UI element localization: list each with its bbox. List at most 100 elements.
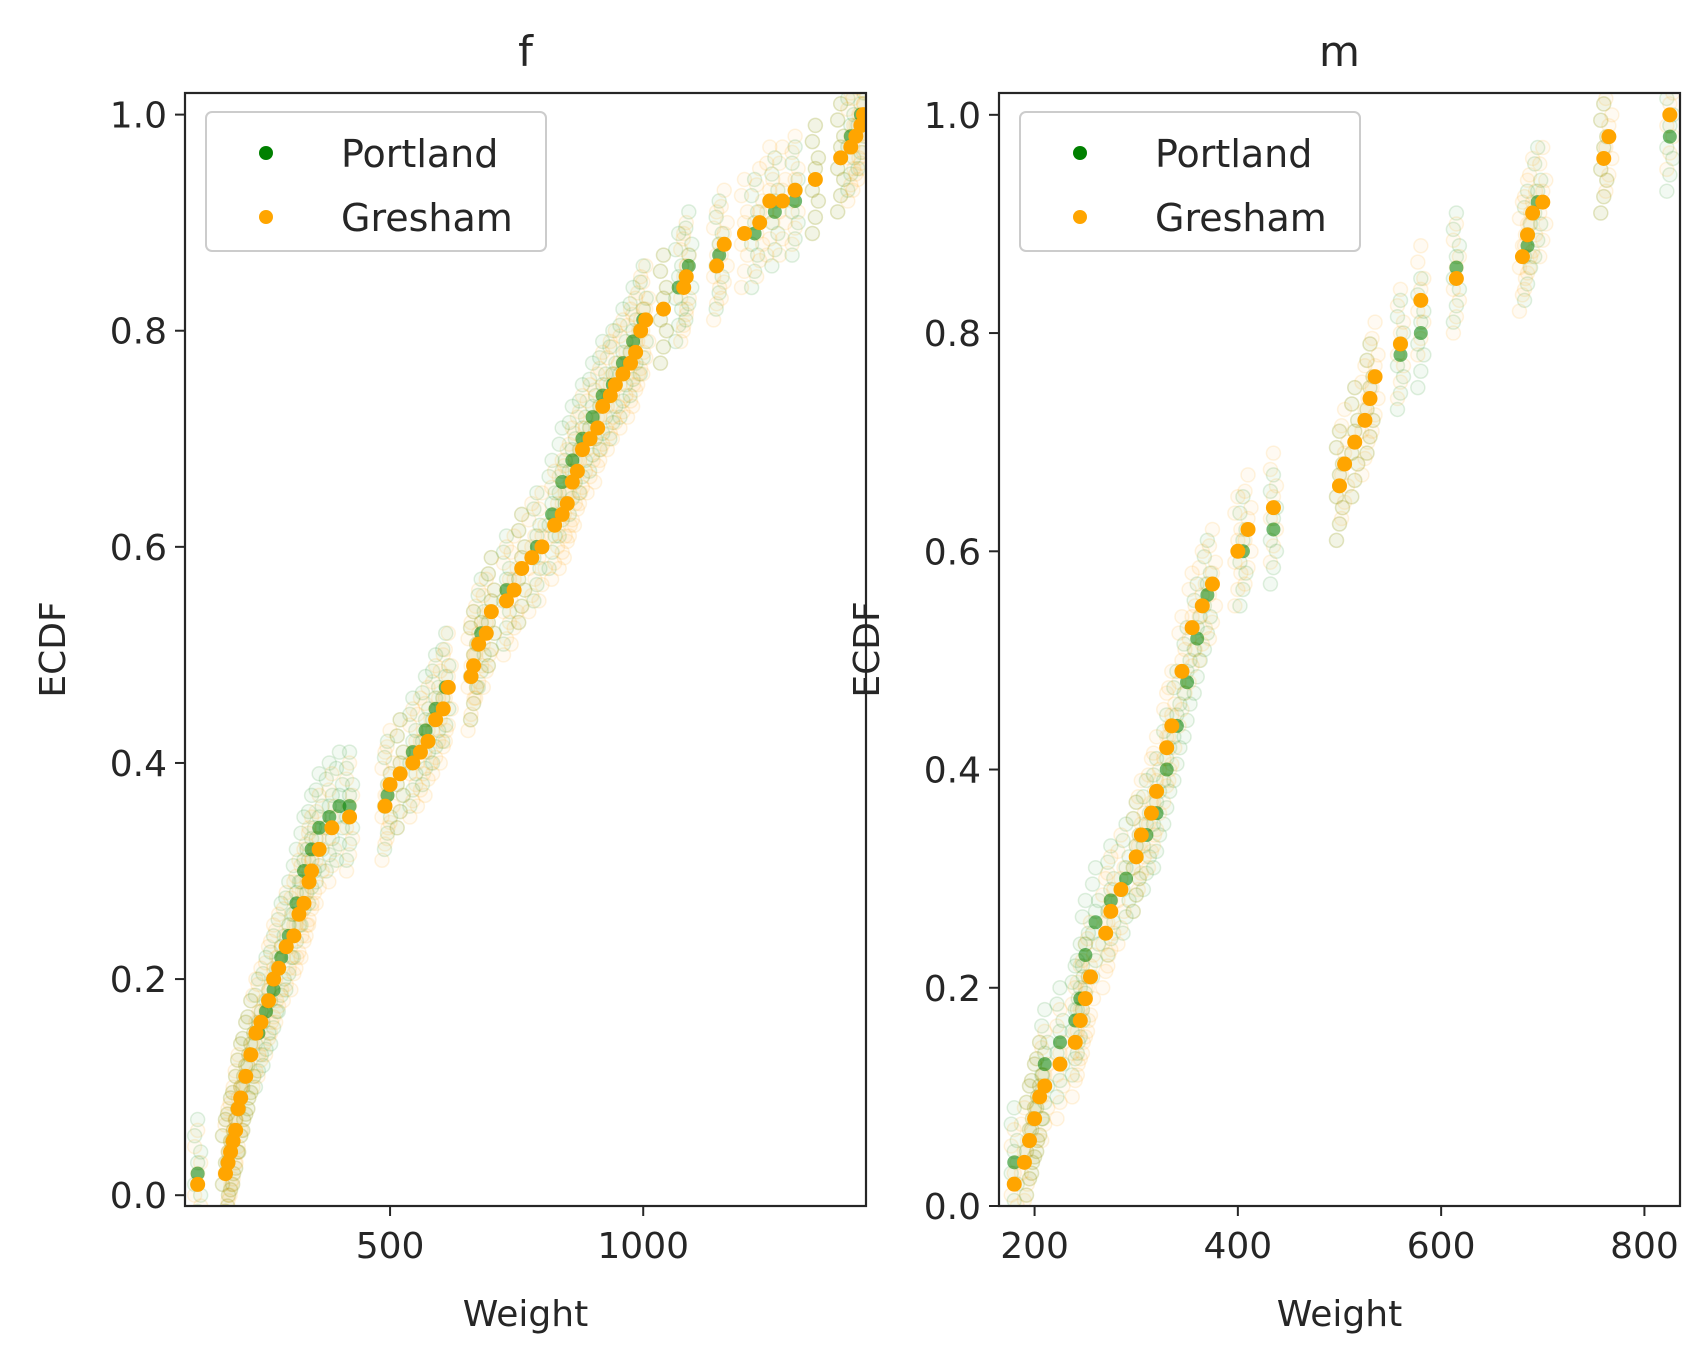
resample-mark [1100, 947, 1117, 963]
resample-mark [537, 560, 553, 577]
resample-mark [1077, 892, 1094, 909]
resample-mark [1333, 510, 1350, 527]
resample-mark [1103, 838, 1119, 854]
resample-mark [1364, 423, 1380, 440]
resample-mark [1118, 816, 1134, 832]
resample-mark [759, 247, 775, 263]
resample-mark [275, 901, 292, 917]
resample-mark [1413, 270, 1429, 287]
resample-mark [293, 825, 309, 841]
resample-mark [338, 771, 355, 787]
resample-mark [291, 944, 307, 960]
resample-mark [1265, 538, 1282, 554]
resample-mark [835, 171, 852, 188]
resample-mark [531, 593, 547, 609]
resample-mark [405, 701, 421, 717]
data-point-gresham [1128, 849, 1144, 865]
resample-mark [629, 285, 646, 301]
resample-mark [1192, 652, 1208, 669]
resample-mark [810, 193, 827, 209]
resample-mark [673, 301, 690, 317]
resample-mark [672, 241, 689, 258]
resample-mark [1333, 418, 1350, 434]
resample-mark [480, 657, 497, 674]
resample-mark [1130, 881, 1147, 898]
resample-mark [1596, 96, 1612, 112]
resample-mark [1416, 347, 1432, 363]
data-point-gresham [1037, 1078, 1053, 1094]
resample-mark [1069, 974, 1086, 991]
resample-mark [1110, 843, 1126, 860]
resample-mark [412, 782, 429, 798]
resample-mark [629, 377, 646, 393]
resample-mark [1100, 865, 1116, 881]
resample-mark [652, 263, 669, 280]
resample-mark [1052, 1072, 1068, 1089]
y-tick-label: 0.2 [924, 969, 981, 1010]
resample-mark [1055, 1078, 1071, 1094]
resample-mark [374, 852, 390, 868]
resample-mark [655, 339, 672, 355]
resample-mark [300, 803, 317, 820]
resample-mark [1524, 150, 1541, 167]
resample-mark [420, 679, 436, 696]
resample-mark [804, 225, 821, 242]
resample-mark [483, 549, 500, 566]
resample-mark [829, 112, 846, 128]
resample-mark [402, 717, 418, 733]
resample-mark [705, 312, 722, 328]
resample-mark [845, 182, 861, 199]
resample-mark [561, 528, 578, 544]
resample-mark [1023, 1165, 1040, 1182]
resample-mark [1018, 1187, 1035, 1203]
resample-mark [810, 193, 827, 209]
resample-mark [607, 414, 624, 431]
resample-mark [1182, 652, 1198, 669]
resample-mark [572, 485, 589, 501]
data-point-gresham [774, 193, 790, 209]
resample-mark [1049, 1110, 1065, 1127]
resample-mark [1532, 172, 1549, 189]
resample-mark [605, 409, 622, 425]
resample-mark [584, 355, 601, 371]
resample-mark [1181, 581, 1197, 598]
resample-mark [840, 93, 856, 107]
resample-mark [1238, 565, 1254, 581]
resample-mark [1392, 385, 1409, 401]
resample-mark [222, 1182, 239, 1198]
resample-mark [392, 803, 408, 820]
resample-mark [217, 1111, 234, 1128]
resample-mark [612, 420, 628, 436]
resample-mark [186, 1138, 203, 1155]
resample-mark [1532, 248, 1548, 265]
resample-mark [564, 420, 581, 436]
resample-mark [338, 760, 355, 777]
resample-mark [1328, 439, 1345, 456]
resample-mark [1186, 685, 1202, 701]
resample-mark [655, 247, 672, 263]
resample-mark [1006, 1100, 1022, 1116]
resample-mark [532, 560, 548, 577]
resample-mark [224, 1176, 241, 1193]
legend-box [1019, 111, 1361, 252]
resample-mark [751, 160, 768, 177]
resample-mark [480, 566, 497, 582]
resample-mark [293, 949, 309, 966]
resample-mark [321, 755, 338, 771]
data-point-gresham [1133, 827, 1149, 843]
resample-mark [1121, 892, 1137, 909]
resample-mark [1410, 347, 1426, 363]
resample-mark [389, 728, 405, 744]
resample-mark [1395, 314, 1412, 330]
resample-mark [622, 301, 639, 317]
resample-mark [232, 1036, 249, 1052]
resample-mark [438, 722, 454, 739]
resample-mark [427, 749, 444, 766]
legend-marker-gresham [259, 210, 273, 224]
resample-mark [435, 733, 451, 750]
data-point-gresham [1006, 1176, 1022, 1192]
resample-mark [585, 452, 601, 469]
resample-mark [1204, 521, 1221, 538]
resample-mark [534, 485, 550, 501]
resample-mark [1593, 112, 1609, 129]
